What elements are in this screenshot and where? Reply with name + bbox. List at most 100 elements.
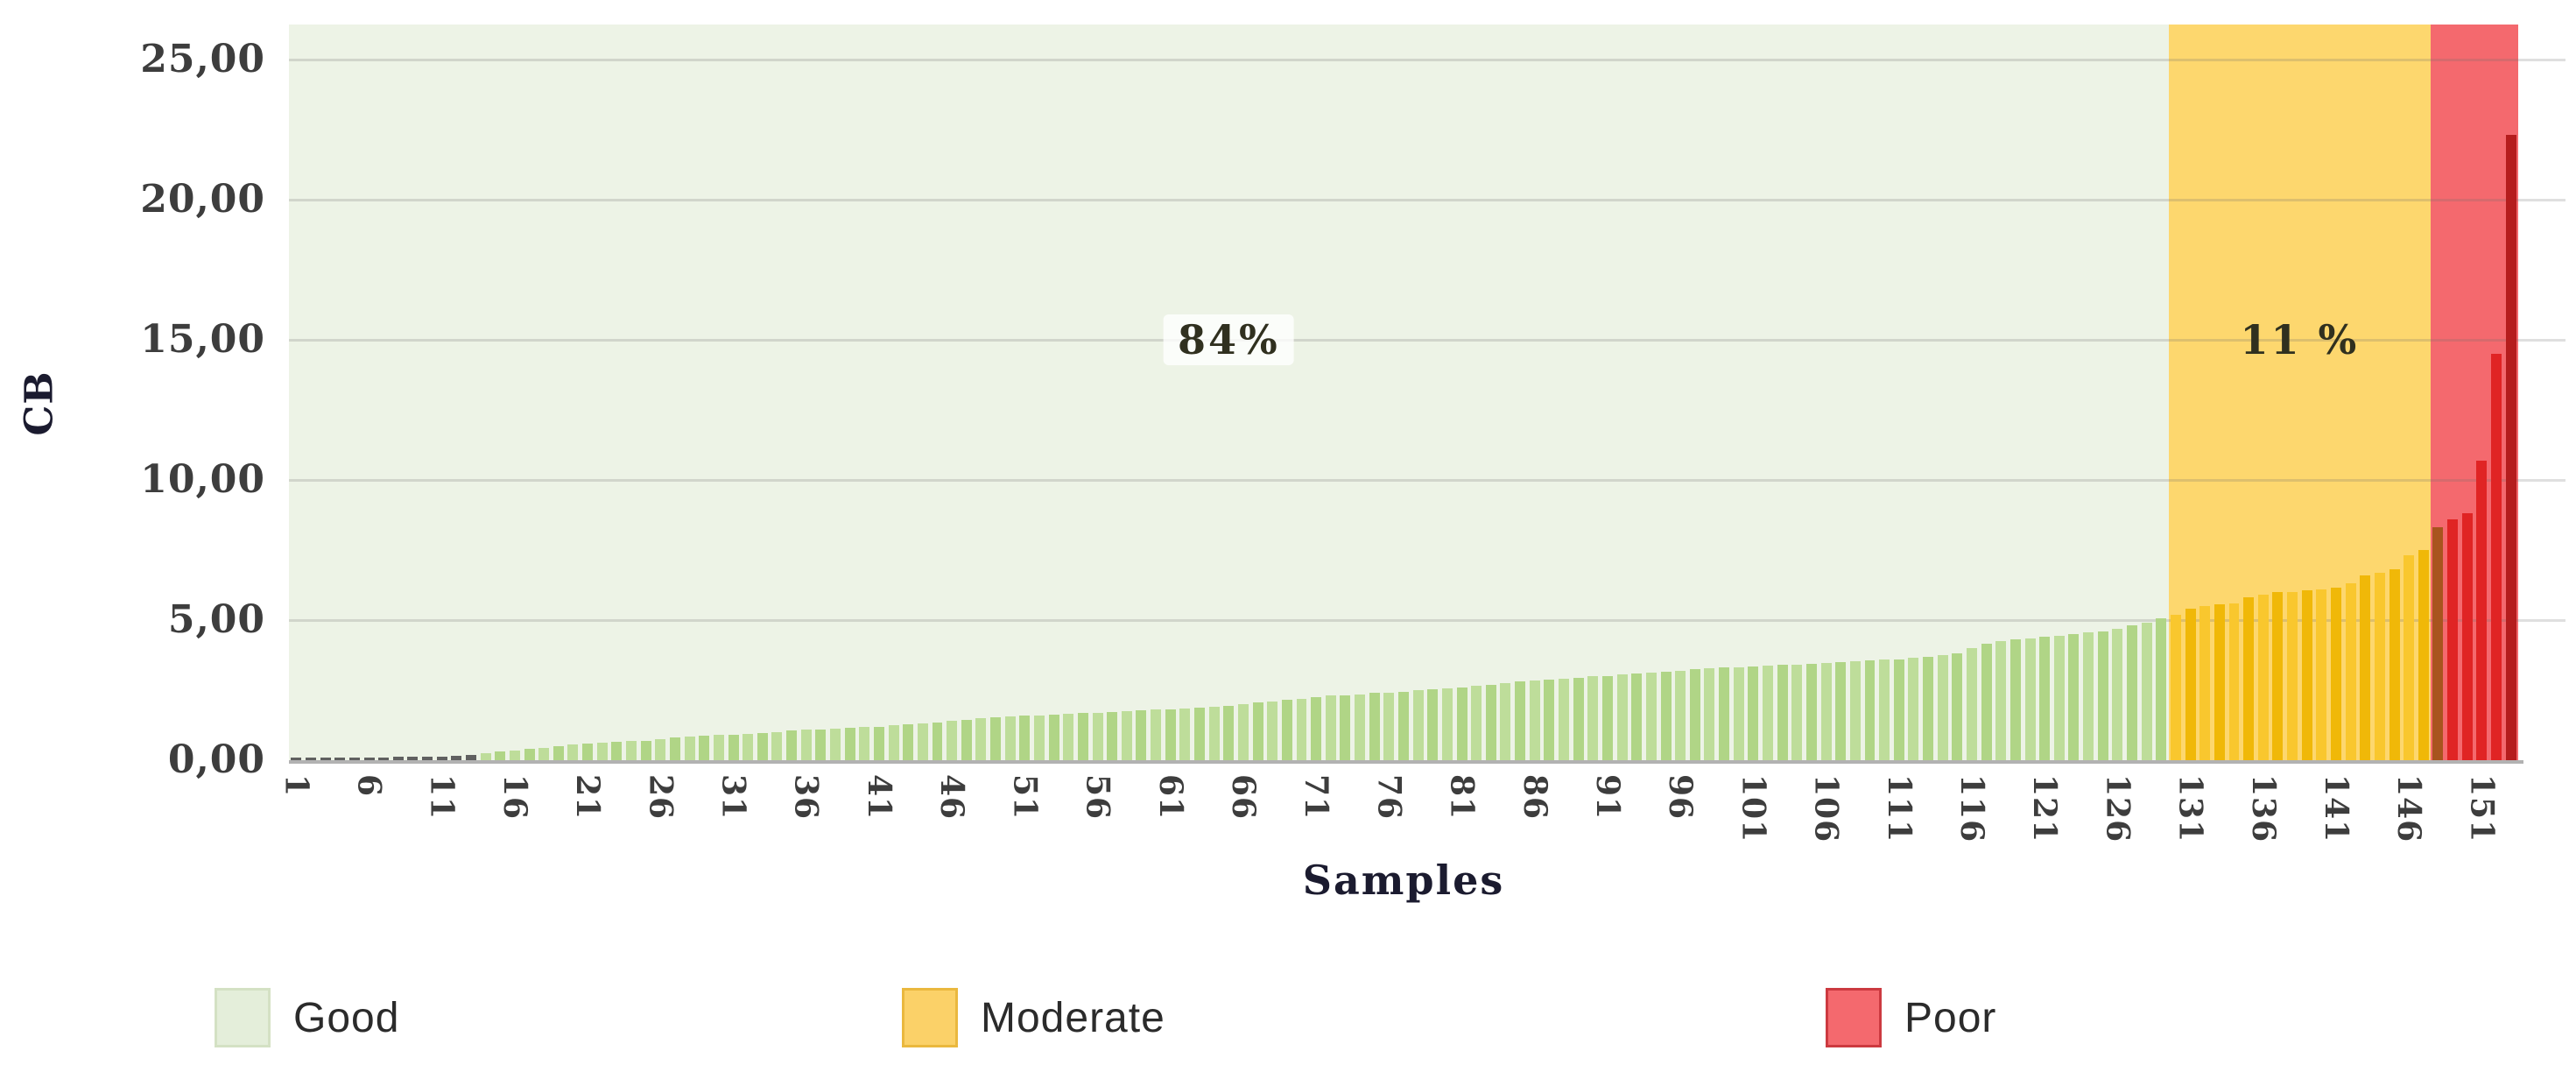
bar: [1791, 664, 1803, 760]
bar: [1004, 716, 1016, 760]
bar: [1966, 648, 1977, 760]
bar: [844, 728, 855, 760]
bar: [1601, 676, 1613, 760]
x-tick-label: 26: [642, 774, 679, 821]
bar: [2024, 638, 2036, 760]
x-tick-label: 66: [1224, 774, 1262, 821]
bar: [888, 725, 899, 760]
bar: [2141, 623, 2152, 760]
bar: [1237, 704, 1249, 760]
bar: [320, 758, 331, 760]
bar: [436, 756, 447, 760]
bar: [1748, 666, 1759, 760]
bar: [451, 756, 462, 760]
bar: [2257, 595, 2269, 760]
bar: [2199, 606, 2211, 760]
bar: [1252, 702, 1263, 760]
y-tick-label: 20,00: [140, 177, 265, 222]
bar: [1616, 674, 1628, 760]
bar: [1559, 679, 1570, 760]
bar: [1879, 659, 1890, 760]
bar: [538, 747, 550, 760]
bar: [1165, 709, 1176, 760]
bar: [1763, 665, 1773, 760]
y-tick-label: 10,00: [140, 457, 265, 502]
bar: [640, 740, 651, 760]
legend-label-poor: Poor: [1904, 994, 1997, 1041]
bar: [305, 758, 316, 760]
bar: [2301, 590, 2312, 760]
bar: [626, 741, 637, 760]
legend-label-moderate: Moderate: [981, 994, 1165, 1041]
bar: [422, 756, 433, 760]
bar: [2272, 592, 2284, 760]
bar: [1689, 669, 1700, 760]
bar: [1383, 692, 1395, 760]
bar: [786, 730, 798, 760]
bar: [611, 742, 623, 760]
bar: [1515, 681, 1526, 760]
x-tick-label: 36: [787, 774, 825, 821]
gridline-y-5: [289, 619, 2565, 622]
bar: [1033, 715, 1045, 760]
x-tick-label: 56: [1079, 774, 1116, 821]
x-tick-label: 76: [1370, 774, 1408, 821]
legend: Good Moderate Poor: [0, 988, 2576, 1067]
bar: [2228, 603, 2240, 760]
x-tick-label: 16: [496, 774, 533, 821]
bar: [903, 724, 914, 760]
x-tick-label: 111: [1880, 774, 1918, 843]
legend-swatch-good: [215, 988, 271, 1047]
bar: [1412, 690, 1424, 760]
x-tick-label: 86: [1516, 774, 1553, 821]
y-tick-label: 5,00: [167, 597, 265, 642]
bar: [407, 757, 419, 760]
bar: [1077, 713, 1088, 760]
bar: [917, 723, 928, 760]
legend-swatch-moderate: [902, 988, 958, 1047]
bar: [1107, 711, 1118, 760]
bar: [1719, 667, 1730, 760]
bar: [567, 744, 579, 760]
bar: [947, 721, 958, 760]
x-tick-label: 146: [2390, 774, 2428, 843]
x-tick-label: 106: [1807, 774, 1845, 843]
bar: [669, 737, 680, 760]
x-axis-title: Samples: [1302, 857, 1505, 904]
bar: [684, 736, 695, 760]
bar: [2083, 632, 2094, 760]
bar: [1631, 673, 1643, 760]
bar: [1427, 689, 1439, 760]
bar: [1529, 680, 1540, 760]
bar: [1267, 701, 1278, 760]
x-tick-label: 126: [2099, 774, 2136, 843]
x-tick-label: 151: [2463, 774, 2501, 843]
gridline-y-10: [289, 479, 2565, 482]
bar: [2053, 635, 2065, 760]
bar: [509, 750, 520, 760]
bar: [771, 732, 783, 760]
bar: [2097, 631, 2108, 760]
legend-item-poor: Poor: [1826, 988, 1996, 1047]
bar: [1369, 693, 1380, 760]
bar: [1923, 656, 1934, 760]
bar: [1995, 641, 2007, 760]
bar: [1456, 687, 1467, 760]
bar: [1587, 676, 1599, 760]
bar: [378, 757, 390, 760]
x-tick-label: 31: [714, 774, 752, 821]
legend-swatch-poor: [1826, 988, 1882, 1047]
bar: [1485, 684, 1496, 760]
bar: [2185, 609, 2196, 760]
x-tick-label: 41: [860, 774, 897, 821]
x-tick-label: 51: [1006, 774, 1044, 821]
bar: [743, 733, 754, 760]
bar: [2009, 639, 2021, 760]
bar: [1660, 672, 1672, 760]
legend-item-moderate: Moderate: [902, 988, 1165, 1047]
zone-percentage-label: 11 %: [2240, 316, 2360, 363]
gridline-y-15: [289, 339, 2565, 342]
bar: [1645, 673, 1657, 760]
bar: [1355, 694, 1366, 760]
bar: [596, 743, 608, 760]
